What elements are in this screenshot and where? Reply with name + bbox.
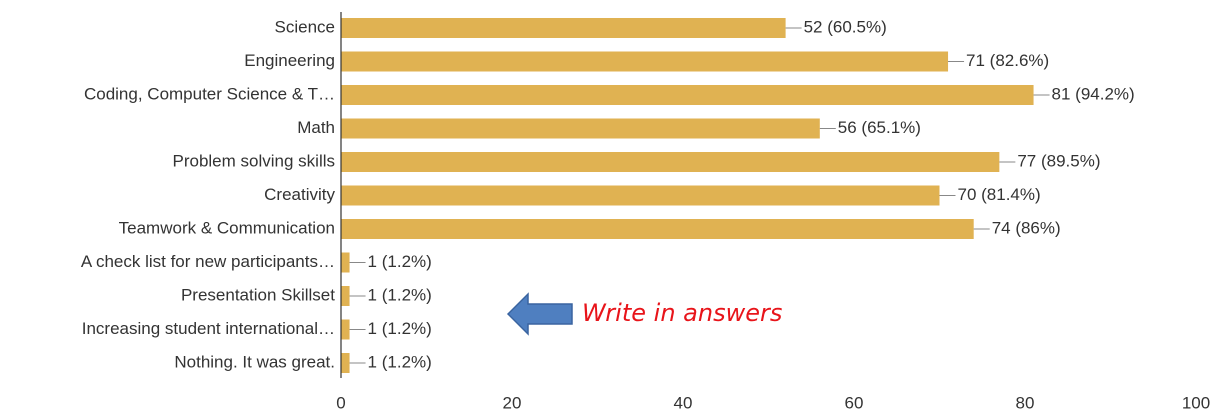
data-label: 1 (1.2%) [368,319,432,338]
data-label: 52 (60.5%) [804,17,887,36]
y-tick-label: Presentation Skillset [181,285,335,304]
x-tick-label: 40 [674,393,693,412]
y-tick-label: Coding, Computer Science & T… [84,84,335,103]
y-tick-label: Nothing. It was great. [174,352,335,371]
x-tick-label: 20 [503,393,522,412]
y-tick-label: Problem solving skills [173,151,336,170]
y-tick-label: Engineering [244,51,335,70]
bar [341,252,350,273]
data-label: 56 (65.1%) [838,118,921,137]
y-tick-label: Teamwork & Communication [119,218,335,237]
y-tick-label: Science [275,17,335,36]
data-label: 1 (1.2%) [368,352,432,371]
bar [341,152,1000,172]
y-tick-label: Math [297,118,335,137]
bar [341,18,786,38]
bar [341,319,350,340]
bar [341,219,974,239]
bar [341,118,820,139]
x-tick-label: 100 [1182,393,1210,412]
data-label: 1 (1.2%) [368,285,432,304]
data-label: 70 (81.4%) [958,185,1041,204]
arrow [506,292,573,336]
annotation: Write in answers [582,299,782,327]
data-label: 81 (94.2%) [1052,84,1135,103]
bar [341,51,949,72]
x-tick-label: 60 [845,393,864,412]
x-tick-label: 0 [336,393,345,412]
y-tick-label: A check list for new participants… [81,252,335,271]
y-tick-label: Increasing student international… [82,319,335,338]
bar [341,353,350,373]
y-tick-label: Creativity [264,185,335,204]
x-tick-label: 80 [1016,393,1035,412]
data-label: 1 (1.2%) [368,252,432,271]
data-label: 77 (89.5%) [1017,151,1100,170]
data-label: 71 (82.6%) [966,51,1049,70]
bar [341,286,350,306]
data-label: 74 (86%) [992,218,1061,237]
bar [341,185,940,206]
bar [341,85,1034,105]
